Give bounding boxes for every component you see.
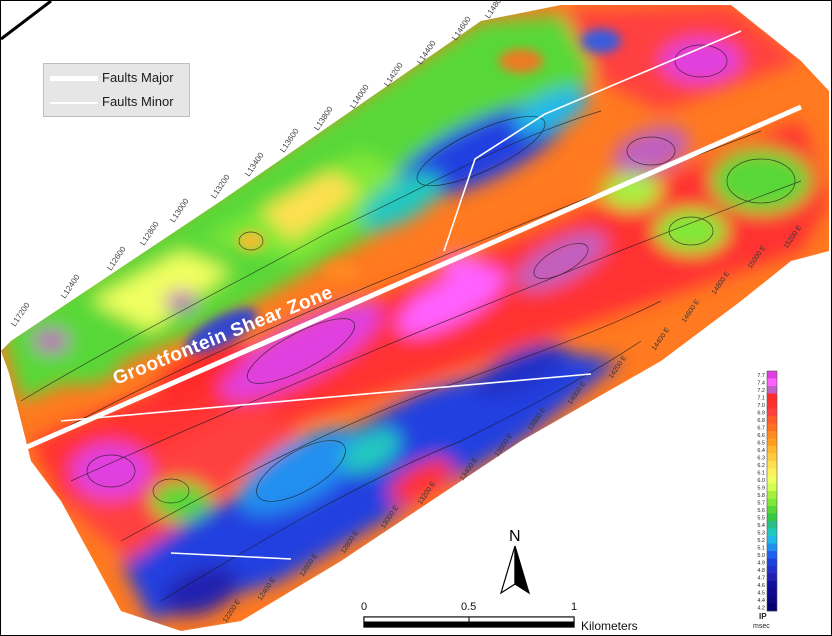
colorbar-unit: msec bbox=[753, 623, 770, 630]
colorbar-swatch bbox=[767, 438, 777, 447]
frame-corner-line bbox=[1, 1, 52, 41]
colorbar-value-label: 5.0 bbox=[757, 553, 765, 559]
colorbar-value-label: 7.0 bbox=[757, 403, 765, 409]
major-fault bbox=[25, 104, 803, 450]
colorbar-value-label: 7.2 bbox=[757, 388, 765, 394]
colorbar-value-label: 6.5 bbox=[757, 441, 765, 447]
minor-fault bbox=[60, 373, 592, 422]
survey-line-label: L17200 bbox=[9, 300, 32, 328]
colorbar-value-label: 5.1 bbox=[757, 546, 765, 552]
legend-label-faults-minor: Faults Minor bbox=[102, 94, 174, 109]
colorbar-value-label: 5.5 bbox=[757, 516, 765, 522]
colorbar-swatch bbox=[767, 521, 777, 529]
colorbar-swatch bbox=[767, 483, 777, 492]
colorbar-value-label: 6.0 bbox=[757, 478, 765, 484]
colorbar-swatch bbox=[767, 408, 777, 417]
colorbar-swatch bbox=[767, 596, 777, 604]
colorbar-value-label: 4.7 bbox=[757, 576, 765, 582]
legend-item-faults-major: Faults Major bbox=[44, 68, 189, 88]
colorbar-swatch bbox=[767, 506, 777, 514]
scale-bar bbox=[363, 616, 575, 628]
colorbar-swatch bbox=[767, 423, 777, 432]
colorbar-value-label: 6.7 bbox=[757, 426, 765, 432]
colorbar-value-label: 4.9 bbox=[757, 561, 765, 567]
colorbar-swatch bbox=[767, 453, 777, 462]
north-arrow-right-icon bbox=[514, 545, 531, 595]
colorbar-swatch bbox=[767, 536, 777, 544]
colorbar-value-label: 5.4 bbox=[757, 523, 765, 529]
colorbar-swatch bbox=[767, 476, 777, 484]
colorbar-swatch bbox=[767, 551, 777, 559]
north-arrow: N bbox=[499, 528, 531, 595]
colorbar-value-label: 5.6 bbox=[757, 508, 765, 514]
colorbar-swatch bbox=[767, 573, 777, 582]
colorbar-swatch bbox=[767, 446, 777, 454]
colorbar-value-label: 7.7 bbox=[757, 373, 765, 379]
colorbar-swatch bbox=[767, 371, 777, 379]
colorbar-swatch bbox=[767, 528, 777, 537]
colorbar-value-label: 4.4 bbox=[757, 598, 765, 604]
colorbar-swatch bbox=[767, 416, 777, 424]
north-arrow-label: N bbox=[509, 528, 521, 545]
colorbar-swatch bbox=[767, 603, 777, 612]
colorbar-swatch bbox=[767, 401, 777, 409]
colorbar-value-label: 6.3 bbox=[757, 456, 765, 462]
colorbar-value-label: 4.6 bbox=[757, 583, 765, 589]
survey-line-label: L12800 bbox=[138, 219, 161, 247]
legend-item-faults-minor: Faults Minor bbox=[44, 92, 189, 112]
scale-tick-0: 0 bbox=[361, 601, 368, 613]
minor-fault bbox=[170, 552, 292, 560]
colorbar-value-label: 6.6 bbox=[757, 433, 765, 439]
colorbar-swatch bbox=[767, 393, 777, 402]
colorbar-value-label: 6.4 bbox=[757, 448, 765, 454]
contour-lines bbox=[20, 44, 802, 602]
major-fault-swatch bbox=[50, 76, 98, 81]
colorbar-value-label: 5.7 bbox=[757, 501, 765, 507]
colorbar-value-label: 5.8 bbox=[757, 493, 765, 499]
colorbar-value-label: 7.1 bbox=[757, 396, 765, 402]
colorbar-swatch bbox=[767, 513, 777, 522]
colorbar-value-label: 4.5 bbox=[757, 591, 765, 597]
minor-fault-swatch bbox=[50, 102, 98, 104]
faults-layer bbox=[25, 30, 803, 560]
legend-label-faults-major: Faults Major bbox=[102, 70, 174, 85]
colorbar-value-label: 4.2 bbox=[757, 606, 765, 612]
colorbar-swatch bbox=[767, 461, 777, 469]
colorbar-value-label: 6.9 bbox=[757, 411, 765, 417]
colorbar-value-label: 5.9 bbox=[757, 486, 765, 492]
colorbar-swatch bbox=[767, 543, 777, 552]
minor-fault bbox=[443, 30, 742, 252]
colorbar-swatch bbox=[767, 566, 777, 574]
colorbar-swatch bbox=[767, 588, 777, 597]
colorbar-swatch bbox=[767, 386, 777, 394]
survey-line-label: L12400 bbox=[59, 272, 82, 300]
colorbar-value-label: 5.3 bbox=[757, 531, 765, 537]
scale-tick-1: 1 bbox=[571, 601, 578, 613]
colorbar-value-label: 6.8 bbox=[757, 418, 765, 424]
colorbar-title: IP bbox=[759, 612, 767, 621]
colorbar-swatch bbox=[767, 468, 777, 477]
scale-unit: Kilometers bbox=[581, 619, 638, 633]
colorbar-value-label: 6.2 bbox=[757, 463, 765, 469]
scale-tick-0-5: 0.5 bbox=[461, 601, 477, 613]
colorbar-swatch bbox=[767, 431, 777, 439]
colorbar-value-label: 7.4 bbox=[757, 381, 765, 387]
colorbar-value-label: 6.1 bbox=[757, 471, 765, 477]
colorbar-value-label: 5.2 bbox=[757, 538, 765, 544]
colorbar-swatch bbox=[767, 581, 777, 589]
colorbar-value-label: 4.8 bbox=[757, 568, 765, 574]
fault-legend: Faults Major Faults Minor bbox=[43, 63, 190, 117]
north-arrow-left-icon bbox=[499, 545, 516, 595]
colorbar-swatch bbox=[767, 558, 777, 567]
survey-line-label: L13000 bbox=[168, 196, 191, 224]
colorbar-frame bbox=[766, 370, 778, 612]
colorbar-swatch bbox=[767, 491, 777, 499]
colorbar-swatch bbox=[767, 378, 777, 387]
colorbar-swatch bbox=[767, 498, 777, 507]
ip-colorbar: 7.7 7.47.2 7.17.0 6.96.8 6.76.6 6.56.4 6.36.2 6… bbox=[757, 370, 778, 612]
